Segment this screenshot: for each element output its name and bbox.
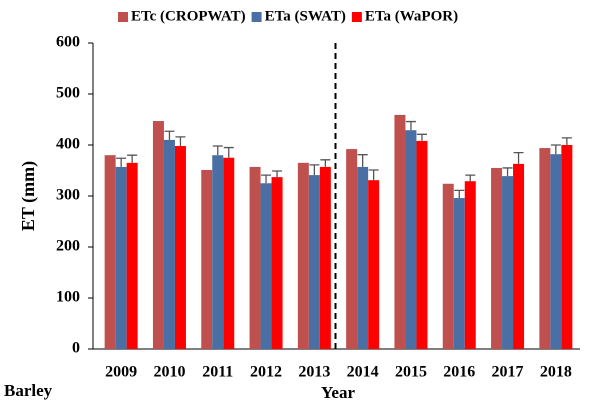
error-bar [416,133,427,141]
error-bar [116,157,127,167]
bar [368,180,380,349]
bar [491,167,503,349]
bar [561,145,573,349]
error-bar [127,154,138,163]
annotation: Barley [4,381,53,400]
legend-swatch [351,12,362,22]
legend-label: ETa (WaPOR) [365,8,458,24]
bar [174,146,186,349]
bar [346,149,358,349]
bar [405,130,417,349]
x-tick-label: 2017 [492,364,524,381]
bar [464,181,476,349]
bar [223,157,235,349]
error-bar [175,136,186,147]
legend-label: ETa (SWAT) [265,8,346,24]
y-tick-label: 200 [56,238,80,255]
error-bar [405,120,416,131]
error-bar [561,137,572,145]
error-bar [223,146,234,158]
legend-swatch [118,12,128,22]
y-tick-label: 100 [56,289,80,306]
bar [357,166,369,349]
x-tick-label: 2012 [250,364,282,381]
error-bar [550,144,561,155]
bar [163,139,175,349]
y-tick-label: 500 [56,85,80,102]
legend-swatch [251,12,262,22]
bar [539,148,551,349]
bar [308,175,320,349]
y-tick-label: 400 [56,136,80,153]
bar [394,114,406,349]
y-axis-label: ET (mm) [18,161,39,231]
x-tick-label: 2018 [540,364,572,381]
x-tick-label: 2013 [298,364,330,381]
error-bar [164,130,175,140]
y-tick-label: 0 [72,340,80,357]
bar [201,169,213,349]
bar [249,166,261,349]
bar [319,166,331,349]
error-bar [454,189,465,199]
bar [126,162,138,349]
x-tick-label: 2014 [347,364,379,381]
error-bar [368,169,379,181]
x-tick-label: 2016 [443,364,475,381]
x-tick-label: 2015 [395,364,427,381]
error-bar [357,154,368,167]
bar [502,176,514,349]
bar [260,183,272,349]
bar [152,121,164,349]
bar [453,198,465,349]
error-bar [309,164,320,176]
bar [271,177,283,349]
bar [513,163,525,349]
x-tick-label: 2009 [105,364,137,381]
x-tick-label: 2011 [202,364,233,381]
error-bar [212,145,223,156]
legend-label: ETc (CROPWAT) [131,8,246,24]
bar [442,183,454,349]
error-bar [513,152,524,164]
bar [416,140,428,349]
bar [104,155,116,349]
error-bar [320,159,331,167]
bar [115,166,127,349]
error-bar [272,170,283,178]
y-tick-label: 600 [56,34,80,51]
bar [297,162,309,349]
error-bar [502,167,513,177]
y-tick-label: 300 [56,187,80,204]
error-bar [465,174,476,182]
x-tick-label: 2010 [153,364,185,381]
bar [550,154,562,349]
bar [212,155,224,349]
error-bar [261,174,272,184]
x-axis-label: Year [321,383,355,402]
